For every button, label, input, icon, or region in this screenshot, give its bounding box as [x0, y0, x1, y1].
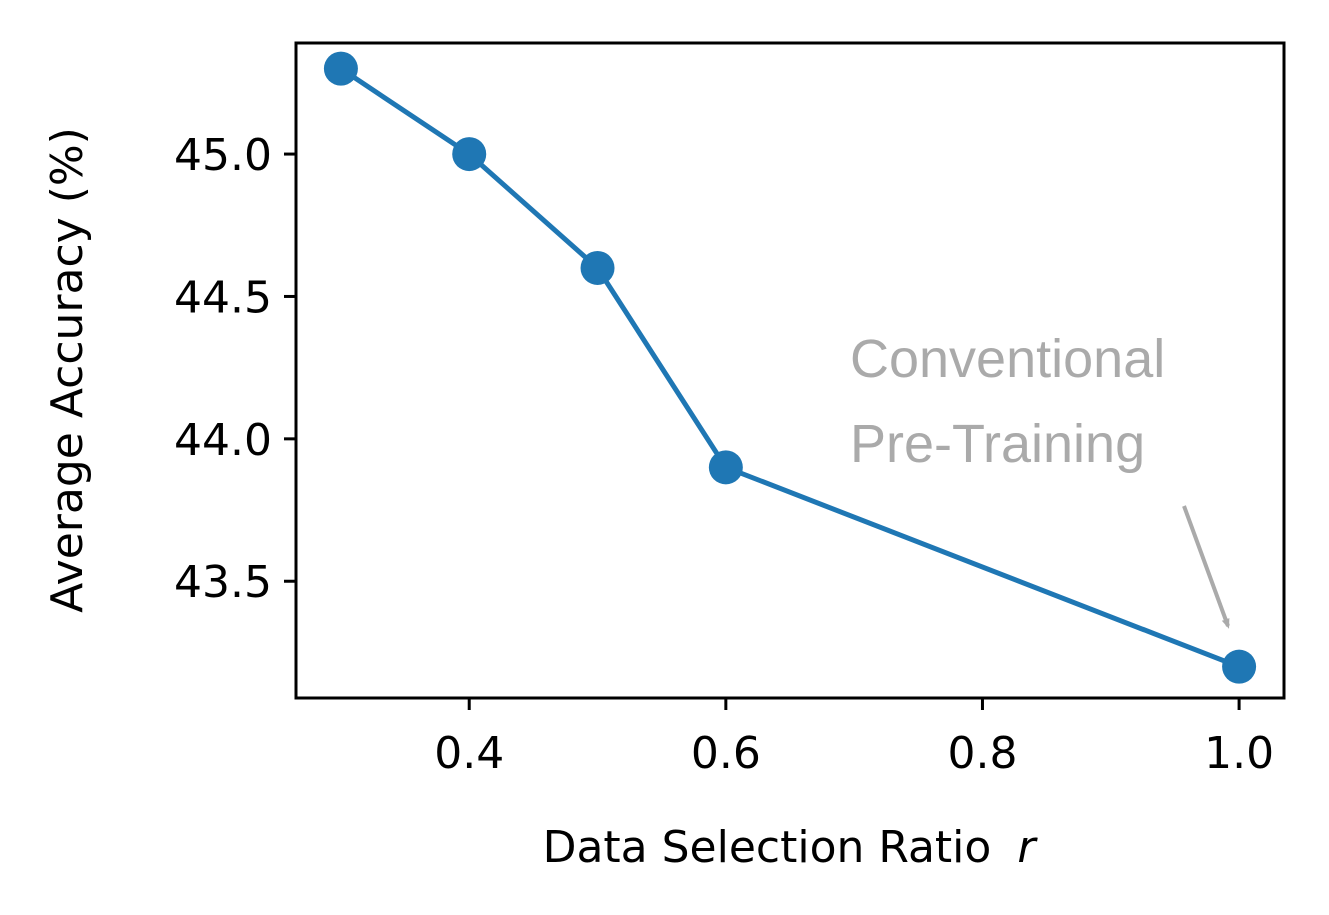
annotation-line-2: Pre-Training — [850, 414, 1145, 474]
y-tick-label: 43.5 — [174, 557, 272, 608]
x-tick-label: 0.6 — [691, 728, 761, 779]
x-tick-label: 1.0 — [1204, 728, 1274, 779]
x-tick-label: 0.4 — [434, 728, 504, 779]
y-tick-label: 45.0 — [174, 130, 272, 181]
plot-frame — [294, 41, 1286, 700]
annotation: Conventional Pre-Training — [850, 329, 1230, 629]
data-point — [1222, 649, 1257, 684]
data-point — [452, 137, 487, 172]
y-tick-label: 44.0 — [174, 415, 272, 466]
data-point — [323, 51, 358, 86]
x-tick-label: 0.8 — [947, 728, 1017, 779]
axis-ticks: 0.4 0.6 0.8 1.0 43.5 44.0 44.5 45.0 — [174, 130, 1274, 779]
annotation-line-1: Conventional — [850, 329, 1165, 389]
y-axis-label: Average Accuracy (%) — [42, 127, 93, 613]
x-axis-label: Data Selection Ratio r — [543, 822, 1039, 873]
plot-area — [294, 41, 1286, 700]
annotation-arrow — [1182, 505, 1230, 629]
data-point — [708, 450, 743, 485]
data-point — [580, 250, 615, 285]
x-axis-label-var: r — [1017, 822, 1038, 873]
x-axis-label-text: Data Selection Ratio — [543, 822, 992, 873]
y-tick-label: 44.5 — [174, 272, 272, 323]
